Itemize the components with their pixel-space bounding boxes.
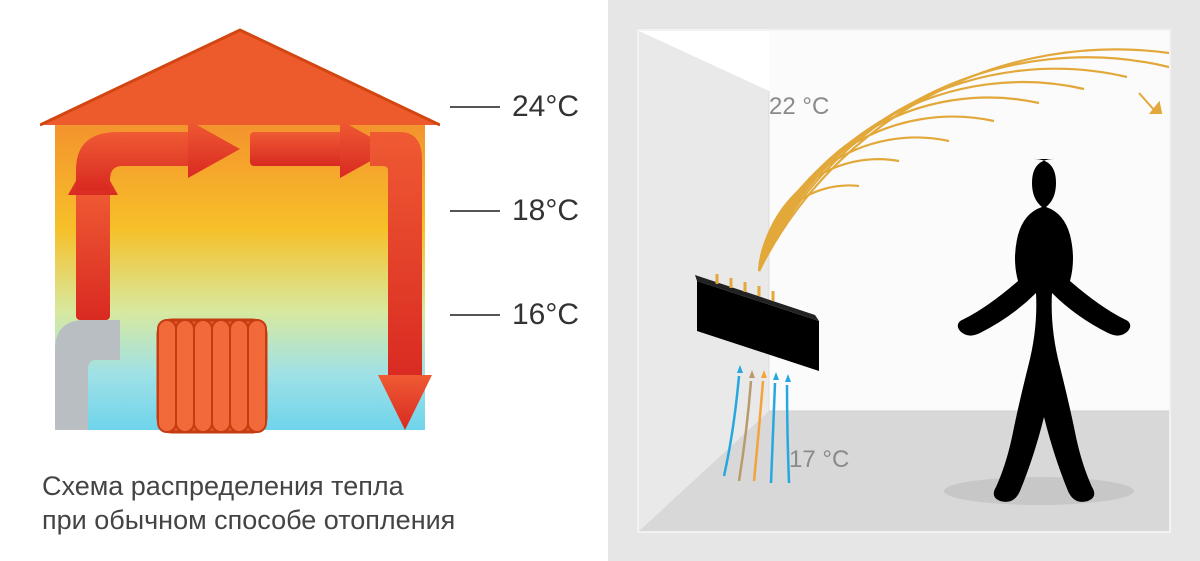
temp-label-22: 22 °C xyxy=(769,93,829,121)
temp-tick xyxy=(450,106,500,108)
temp-label-18: 18°C xyxy=(512,194,579,228)
temp-label-24: 24°C xyxy=(512,90,579,124)
temp-row-24: 24°C xyxy=(450,90,600,124)
radiator-icon xyxy=(158,320,266,432)
house-roof xyxy=(40,30,440,125)
left-panel: 24°C 18°C 16°C Схема распределения тепла… xyxy=(0,0,608,561)
right-panel: 22 °C 17 °C xyxy=(608,0,1200,561)
room-diagram: 22 °C 17 °C xyxy=(637,29,1171,533)
temp-label-16: 16°C xyxy=(512,298,579,332)
temp-label-17: 17 °C xyxy=(789,446,849,474)
temp-tick xyxy=(450,314,500,316)
caption-line-1: Схема распределения тепла xyxy=(42,471,404,501)
caption-line-2: при обычном способе отопления xyxy=(42,505,455,535)
temp-row-16: 16°C xyxy=(450,298,600,332)
house-diagram xyxy=(40,20,440,450)
page: 24°C 18°C 16°C Схема распределения тепла… xyxy=(0,0,1200,561)
temp-row-18: 18°C xyxy=(450,194,600,228)
left-caption: Схема распределения тепла при обычном сп… xyxy=(42,470,455,538)
temperature-scale: 24°C 18°C 16°C xyxy=(450,90,600,402)
figure-shadow xyxy=(944,477,1134,505)
temp-tick xyxy=(450,210,500,212)
